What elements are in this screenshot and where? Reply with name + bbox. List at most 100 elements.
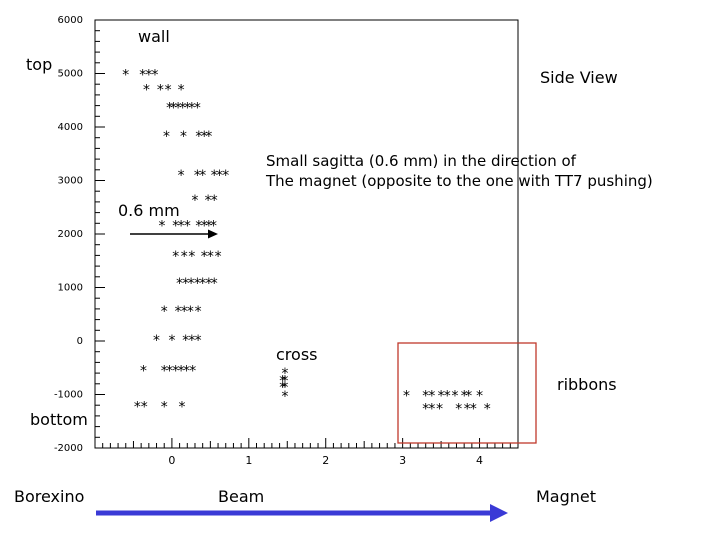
data-point: *	[177, 363, 185, 379]
beam-arrow-head	[490, 504, 508, 522]
data-point: *	[200, 218, 208, 234]
data-point: *	[177, 82, 185, 98]
x-tick-label: 3	[399, 454, 406, 467]
data-point: *	[178, 400, 186, 416]
data-point: *	[200, 129, 208, 145]
data-point: *	[179, 129, 187, 145]
data-point: *	[281, 366, 289, 382]
data-point: *	[158, 218, 166, 234]
data-point: *	[187, 276, 195, 292]
data-point: *	[460, 389, 468, 405]
y-tick-label: 1000	[58, 283, 83, 294]
data-point: *	[193, 276, 201, 292]
data-point: *	[198, 168, 206, 184]
data-point: *	[172, 218, 180, 234]
data-point: *	[204, 193, 212, 209]
data-point: *	[186, 304, 194, 320]
data-point: *	[195, 218, 203, 234]
wall-label: wall	[138, 27, 170, 46]
data-point: *	[188, 333, 196, 349]
data-point: *	[210, 193, 218, 209]
data-point: *	[469, 401, 477, 417]
data-point: *	[180, 304, 188, 320]
top-label: top	[26, 55, 53, 74]
data-point: *	[428, 401, 436, 417]
data-point: *	[151, 68, 159, 84]
data-point: *	[194, 304, 202, 320]
data-point: *	[180, 249, 188, 265]
data-point: *	[281, 380, 289, 396]
bottom-label: bottom	[30, 410, 88, 429]
data-point: *	[193, 101, 201, 117]
data-point: *	[281, 374, 289, 390]
data-point: *	[133, 400, 141, 416]
data-point: *	[160, 363, 168, 379]
data-point: *	[182, 333, 190, 349]
data-point: *	[160, 304, 168, 320]
side-view-label: Side View	[540, 68, 618, 87]
data-point: *	[169, 101, 177, 117]
data-point: *	[145, 68, 153, 84]
sagitta-arrow-head	[208, 229, 218, 239]
data-point: *	[178, 101, 186, 117]
data-point: *	[205, 218, 213, 234]
x-tick-label: 1	[245, 454, 252, 467]
data-point: *	[205, 276, 213, 292]
data-point: *	[402, 389, 410, 405]
data-point: *	[168, 333, 176, 349]
data-point: *	[451, 389, 459, 405]
data-point: *	[437, 389, 445, 405]
data-point: *	[455, 401, 463, 417]
data-point: *	[200, 249, 208, 265]
data-point: *	[222, 168, 230, 184]
data-point: *	[421, 401, 429, 417]
data-point: *	[421, 389, 429, 405]
data-point: *	[194, 333, 202, 349]
data-point: *	[142, 82, 150, 98]
data-point: *	[188, 249, 196, 265]
ribbons-label: ribbons	[557, 375, 617, 394]
sagitta-note-line-1: Small sagitta (0.6 mm) in the direction …	[266, 152, 576, 170]
data-point: *	[174, 304, 182, 320]
y-tick-label: 5000	[58, 69, 83, 80]
cross-label: cross	[276, 345, 318, 364]
data-point: *	[443, 389, 451, 405]
data-point: *	[172, 363, 180, 379]
data-point: *	[191, 193, 199, 209]
data-point: *	[428, 389, 436, 405]
data-point: *	[281, 389, 289, 405]
data-point: *	[175, 276, 183, 292]
data-point: *	[205, 129, 213, 145]
y-tick-label: 0	[77, 336, 83, 347]
data-point: *	[209, 218, 217, 234]
data-point: *	[475, 389, 483, 405]
y-tick-label: -1000	[54, 390, 83, 401]
data-point: *	[215, 168, 223, 184]
data-point: *	[183, 101, 191, 117]
data-point: *	[177, 218, 185, 234]
y-tick-label: 3000	[58, 176, 83, 187]
magnet-label: Magnet	[536, 487, 597, 506]
data-point: *	[140, 400, 148, 416]
y-tick-label: -2000	[54, 443, 83, 454]
ribbons-box	[397, 342, 537, 444]
data-point: *	[188, 363, 196, 379]
data-point: *	[174, 101, 182, 117]
data-point: *	[152, 333, 160, 349]
data-point: *	[193, 168, 201, 184]
data-point: *	[214, 249, 222, 265]
data-point: *	[172, 249, 180, 265]
y-tick-label: 6000	[58, 15, 83, 26]
data-point: *	[156, 82, 164, 98]
data-point: *	[483, 401, 491, 417]
data-point: *	[160, 400, 168, 416]
x-tick-label: 0	[168, 454, 175, 467]
data-point: *	[165, 101, 173, 117]
data-point: *	[210, 276, 218, 292]
x-tick-label: 2	[322, 454, 329, 467]
data-point: *	[164, 82, 172, 98]
data-point: *	[183, 218, 191, 234]
data-point: *	[195, 129, 203, 145]
data-point: *	[463, 401, 471, 417]
